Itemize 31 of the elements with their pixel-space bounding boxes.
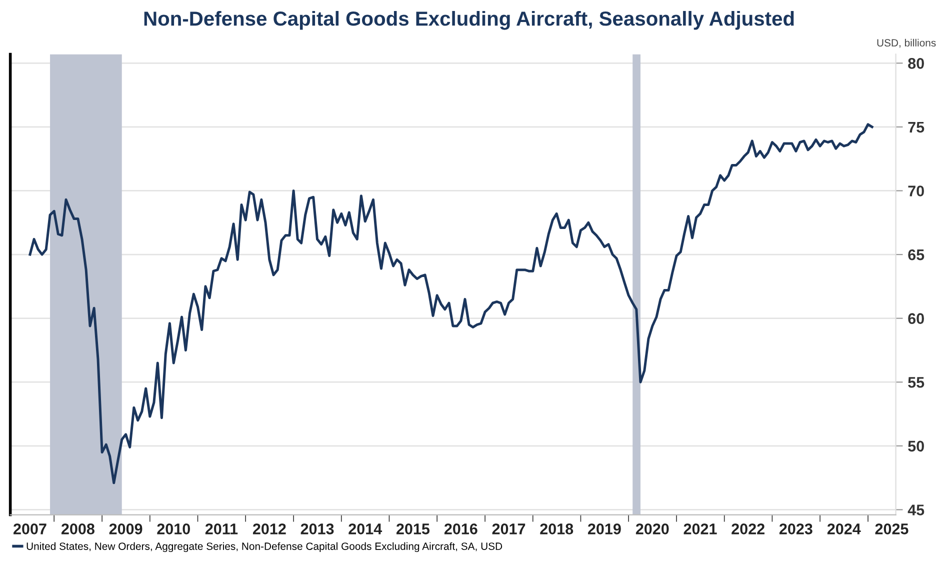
y-tick-label: 60 bbox=[908, 313, 924, 324]
x-tick-label: 2024 bbox=[827, 524, 861, 534]
x-tick-label: 2023 bbox=[779, 524, 812, 534]
x-tick-label: 2008 bbox=[61, 524, 94, 534]
x-tick-label: 2017 bbox=[492, 524, 526, 534]
x-tick-label: 2014 bbox=[348, 524, 382, 534]
x-tick-label: 2010 bbox=[157, 524, 190, 534]
x-tick-label: 2016 bbox=[444, 524, 478, 534]
x-tick-label: 2009 bbox=[109, 524, 142, 534]
x-tick-label: 2018 bbox=[540, 524, 574, 534]
x-tick-label: 2025 bbox=[875, 524, 908, 534]
x-tick-label: 2007 bbox=[14, 524, 46, 534]
x-tick-label: 2022 bbox=[732, 524, 764, 534]
x-tick-label: 2019 bbox=[588, 524, 621, 534]
x-tick-label: 2015 bbox=[396, 524, 430, 534]
y-tick-label: 55 bbox=[908, 377, 924, 388]
y-tick-label: 80 bbox=[908, 58, 924, 69]
legend-label: United States, New Orders, Aggregate Series, Non-Defense Capital Goods Excluding Aircraft, SA, USD bbox=[26, 542, 502, 552]
y-tick-label: 50 bbox=[908, 440, 924, 452]
x-tick-label: 2021 bbox=[684, 524, 717, 534]
x-tick-label: 2013 bbox=[300, 524, 334, 534]
x-tick-label: 2011 bbox=[205, 524, 238, 534]
x-tick-label: 2020 bbox=[636, 524, 669, 534]
y-tick-label: 70 bbox=[908, 186, 924, 196]
chart-title: Non-Defense Capital Goods Excluding Aircraft, Seasonally Adjusted bbox=[144, 10, 794, 30]
line-series bbox=[28, 123, 874, 484]
y-axis-title: USD, billions bbox=[877, 38, 936, 48]
y-tick-label: 45 bbox=[908, 504, 924, 516]
y-tick-label: 65 bbox=[908, 249, 924, 260]
y-tick-label: 75 bbox=[908, 122, 924, 133]
x-tick-label: 2012 bbox=[252, 524, 286, 534]
